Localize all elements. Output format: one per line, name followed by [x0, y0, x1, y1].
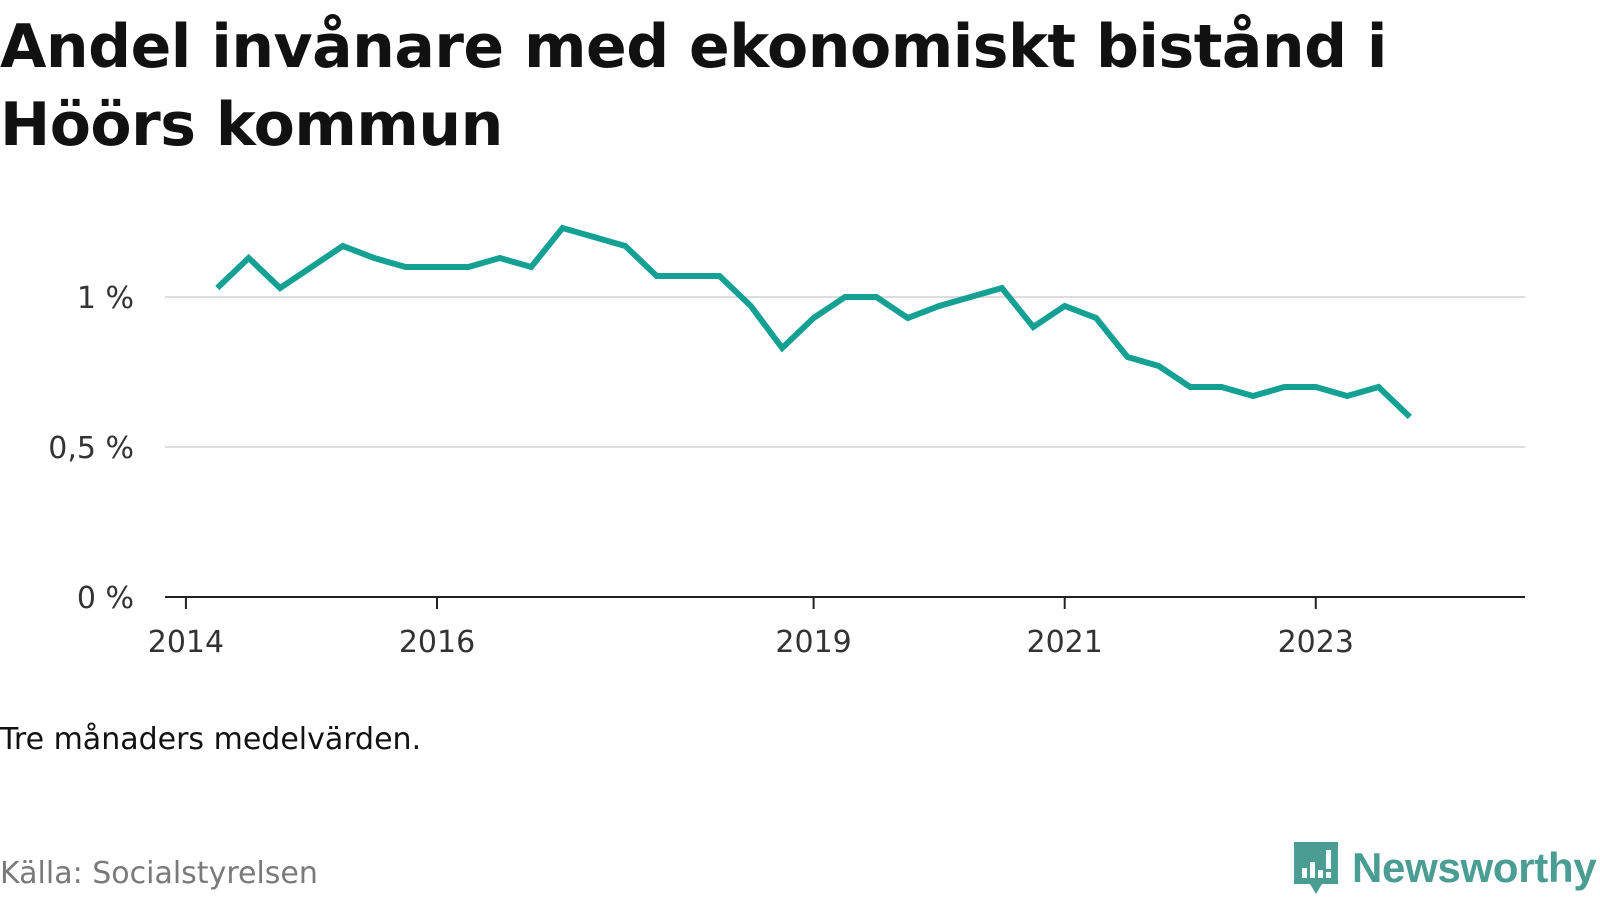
data-point — [622, 243, 628, 249]
series-line — [215, 224, 1412, 420]
y-tick-label: 1 % — [77, 281, 134, 316]
data-point — [214, 285, 220, 291]
x-tick-label: 2016 — [399, 625, 475, 660]
data-point — [936, 303, 942, 309]
data-point — [1376, 384, 1382, 390]
data-point — [371, 255, 377, 261]
data-point — [1062, 303, 1068, 309]
data-point — [748, 303, 754, 309]
data-point — [999, 285, 1005, 291]
chart-title: Andel invånare med ekonomiskt bistånd i … — [0, 12, 1387, 160]
data-point — [873, 294, 879, 300]
data-point — [842, 294, 848, 300]
newsworthy-logo[interactable]: Newsworthy — [1290, 840, 1597, 896]
x-axis-ticks: 2014 2016 2019 2021 2023 — [148, 597, 1354, 660]
data-point — [1344, 393, 1350, 399]
data-point — [1124, 354, 1130, 360]
data-point — [1407, 414, 1413, 420]
data-point — [1030, 324, 1036, 330]
brand-name: Newsworthy — [1352, 844, 1597, 891]
data-point — [654, 273, 660, 279]
data-point — [528, 264, 534, 270]
data-point — [905, 315, 911, 321]
data-point — [560, 225, 566, 231]
data-point — [591, 234, 597, 240]
x-tick-label: 2019 — [775, 625, 851, 660]
data-point — [685, 273, 691, 279]
data-point — [1250, 393, 1256, 399]
data-point — [403, 264, 409, 270]
data-point — [277, 285, 283, 291]
data-point — [308, 264, 314, 270]
data-point — [497, 255, 503, 261]
data-point — [340, 243, 346, 249]
data-point — [1219, 384, 1225, 390]
x-tick-label: 2014 — [148, 625, 224, 660]
x-tick-label: 2021 — [1027, 625, 1103, 660]
data-point — [811, 315, 817, 321]
data-point — [968, 294, 974, 300]
source-label: Källa: Socialstyrelsen — [0, 856, 318, 891]
data-point — [1281, 384, 1287, 390]
data-point — [434, 264, 440, 270]
data-point — [246, 255, 252, 261]
data-point — [1187, 384, 1193, 390]
chart-note: Tre månaders medelvärden. — [0, 722, 422, 757]
series — [214, 224, 1413, 420]
data-point — [716, 273, 722, 279]
data-point — [779, 345, 785, 351]
y-tick-label: 0,5 % — [48, 431, 134, 466]
data-point — [1313, 384, 1319, 390]
x-tick-label: 2023 — [1278, 625, 1354, 660]
gridlines — [165, 296, 1525, 448]
data-point — [465, 264, 471, 270]
newsworthy-chart-bubble-icon — [1294, 842, 1338, 894]
data-point — [1093, 315, 1099, 321]
data-point — [1156, 363, 1162, 369]
y-axis-tick-labels: 0 % 0,5 % 1 % — [48, 281, 134, 616]
y-tick-label: 0 % — [77, 581, 134, 616]
